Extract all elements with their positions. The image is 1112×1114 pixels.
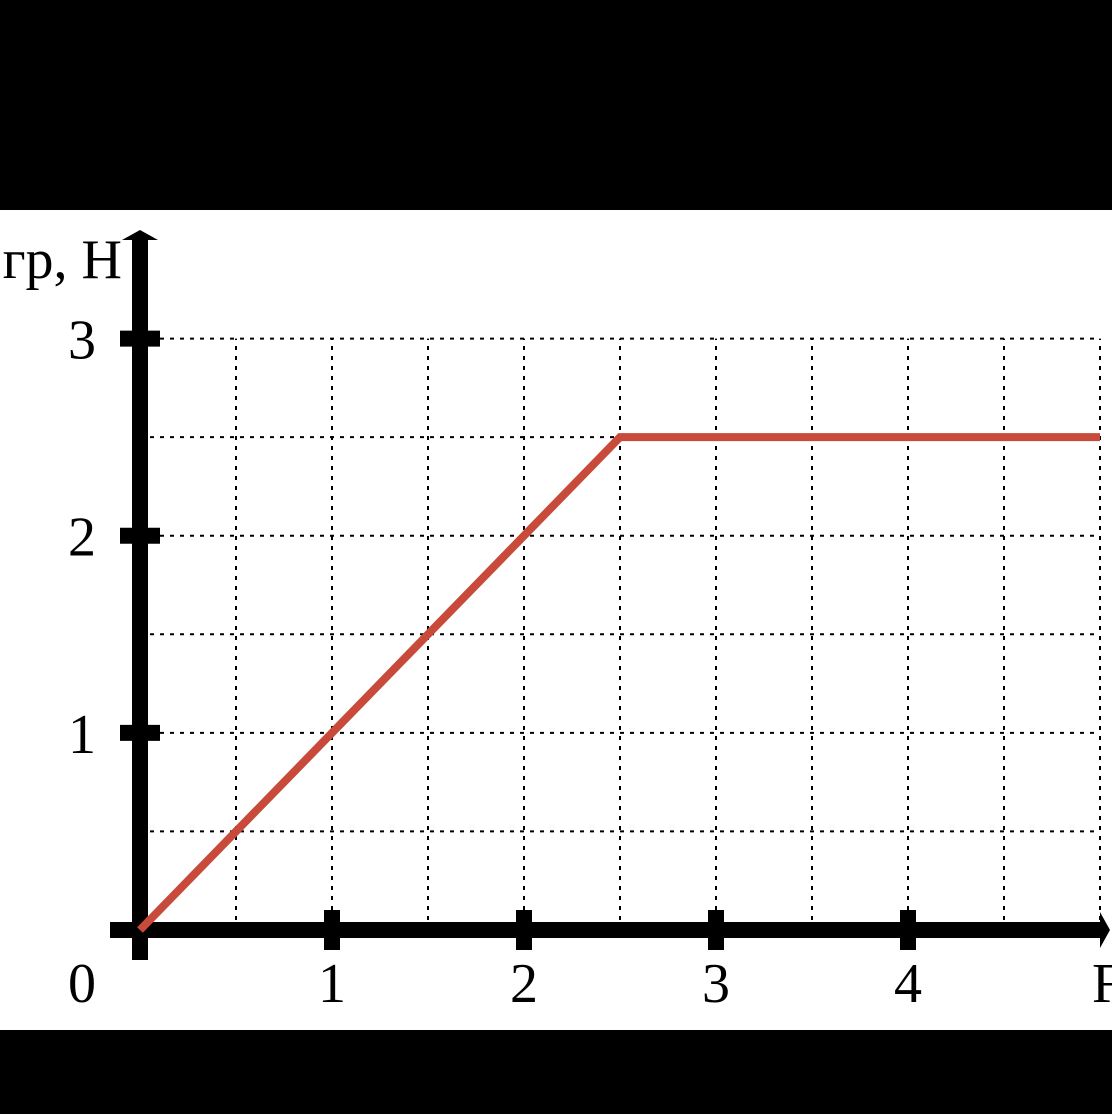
x-tick-label: 4 — [894, 953, 922, 1015]
origin-label: 0 — [68, 953, 96, 1015]
y-tick-label: 1 — [68, 704, 96, 766]
x-tick-label: 2 — [510, 953, 538, 1015]
x-tick-label: 1 — [318, 953, 346, 1015]
x-tick-label: 3 — [702, 953, 730, 1015]
chart-container: 1 2 3 4 1 2 3 0 гр, Н F, — [0, 210, 1112, 1030]
y-axis-label: гр, Н — [3, 229, 122, 291]
x-axis-label: F, — [1092, 953, 1112, 1015]
y-tick-label: 2 — [68, 507, 96, 569]
friction-force-chart: 1 2 3 4 1 2 3 0 гр, Н F, — [0, 210, 1112, 1030]
y-tick-label: 3 — [68, 310, 96, 372]
